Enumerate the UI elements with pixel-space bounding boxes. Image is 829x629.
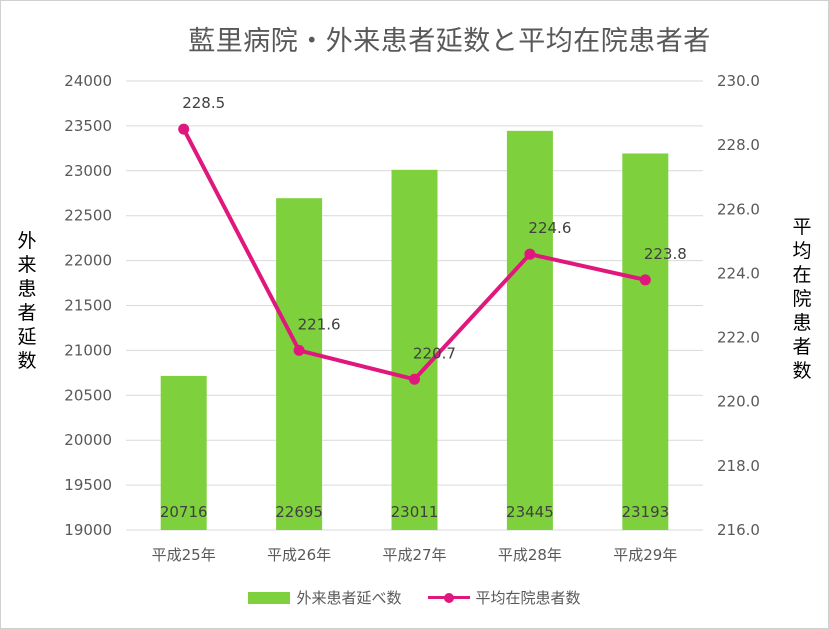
legend-line-label: 平均在院患者数 (475, 589, 581, 607)
x-tick-label: 平成28年 (498, 546, 562, 564)
chart-title: 藍里病院・外来患者延数と平均在院患者者 (188, 26, 711, 57)
bar (391, 169, 438, 530)
line-point (639, 274, 651, 286)
line-point (178, 123, 190, 135)
y-left-tick-label: 20000 (64, 431, 112, 449)
line-data-label: 220.7 (413, 344, 456, 362)
bar-data-label: 22695 (275, 503, 323, 521)
y-right-tick-label: 228.0 (717, 136, 760, 154)
y-axis-left-label: 外来患者延数 (17, 230, 37, 372)
x-tick-label: 平成27年 (382, 546, 446, 564)
x-tick-label: 平成26年 (267, 546, 331, 564)
y-left-tick-label: 22500 (64, 207, 112, 225)
y-left-tick-label: 23500 (64, 117, 112, 135)
line-point (293, 344, 305, 356)
line-data-label: 223.8 (644, 245, 687, 263)
y-right-tick-label: 218.0 (717, 457, 760, 475)
y-left-tick-label: 19000 (64, 521, 112, 539)
y-left-tick-label: 21000 (64, 341, 112, 359)
bar-data-label: 23193 (621, 503, 669, 521)
line-data-label: 228.5 (182, 94, 225, 112)
bar (622, 153, 669, 530)
y-right-tick-label: 226.0 (717, 200, 760, 218)
legend-line-swatch (427, 592, 470, 604)
y-right-tick-label: 224.0 (717, 264, 760, 282)
bar (276, 198, 323, 530)
x-tick-label: 平成25年 (152, 546, 216, 564)
bar-data-label: 20716 (160, 503, 208, 521)
y-left-tick-label: 20500 (64, 386, 112, 404)
line-point (409, 373, 420, 385)
legend-bar-swatch (248, 591, 291, 604)
legend-item-line: 平均在院患者数 (427, 587, 581, 608)
x-tick-label: 平成29年 (613, 546, 677, 564)
y-right-tick-label: 222.0 (717, 329, 760, 347)
bar-data-label: 23445 (506, 503, 554, 521)
bar (506, 130, 553, 531)
y-right-tick-label: 216.0 (717, 521, 760, 539)
bar (160, 375, 207, 530)
line-point (524, 248, 536, 260)
y-left-tick-label: 23000 (64, 162, 112, 180)
line-data-label: 224.6 (528, 219, 571, 237)
legend: 外来患者延べ数 平均在院患者数 (1, 587, 828, 608)
y-left-tick-label: 22000 (64, 252, 112, 270)
y-left-tick-label: 19500 (64, 476, 112, 494)
y-right-tick-label: 220.0 (717, 393, 760, 411)
legend-bar-label: 外来患者延べ数 (296, 589, 402, 607)
bar-data-label: 23011 (391, 503, 439, 521)
y-left-tick-label: 21500 (64, 297, 112, 315)
legend-item-bar: 外来患者延べ数 (248, 587, 402, 608)
y-right-tick-label: 230.0 (717, 72, 760, 90)
y-left-tick-label: 24000 (64, 72, 112, 90)
line-data-label: 221.6 (298, 315, 341, 333)
y-axis-right-label: 平均在院患者数 (792, 216, 812, 382)
